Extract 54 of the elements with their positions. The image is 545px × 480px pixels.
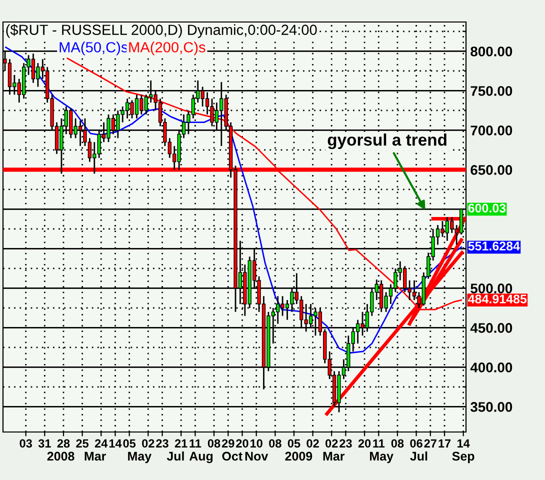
x-tick-label: 21 (174, 439, 188, 448)
x-tick-label: 20 (236, 439, 248, 448)
x-tick-label: 05 (288, 439, 300, 448)
x-tick-label: 20 (358, 439, 371, 448)
y-tick-label: 450.00 (470, 323, 512, 333)
text: MA(200,C)s (129, 42, 206, 56)
y-tick-label: 700.00 (470, 126, 512, 136)
annotation: 484.91485 (468, 294, 527, 304)
y-tick-label: 750.00 (470, 86, 512, 96)
x-tick-label: 17 (438, 439, 451, 448)
chart-title: ($RUT - RUSSELL 2000,D) Dynamic,0:00-24:00 (6, 24, 317, 38)
x2-tick-label: 2009 (285, 452, 312, 461)
x2-tick-label: Mar (323, 452, 345, 461)
x-tick-label: 08 (269, 439, 282, 448)
x2-tick-label: Jul (410, 451, 428, 461)
x2-tick-label: Aug (189, 452, 213, 464)
x-tick-label: 02 (326, 439, 338, 448)
x2-tick-label: Jul (166, 451, 184, 461)
y-tick-label: 350.00 (470, 402, 512, 412)
series-label: MA(50,C)s (60, 42, 128, 56)
x-tick-label: 29 (222, 439, 234, 448)
x-tick-label: 02 (306, 439, 319, 448)
x2-tick-label: Sep (452, 452, 474, 464)
y-tick-label: 800.00 (470, 46, 512, 56)
x2-tick-label: 2008 (47, 452, 74, 461)
y-tick-label: 500.00 (470, 284, 512, 294)
x-tick-label: 05 (123, 439, 136, 448)
x-tick-label: 14 (457, 439, 470, 448)
x-tick-label: 06 (410, 439, 422, 448)
x-tick-label: 23 (340, 439, 352, 448)
x-tick-label: 08 (391, 439, 404, 448)
x2-tick-label: May (370, 452, 394, 464)
x2-tick-label: May (128, 452, 152, 464)
x-tick-label: 25 (76, 439, 89, 448)
annotation: 600.03 (468, 204, 506, 213)
x-tick-label: 03 (20, 439, 32, 448)
annotation: 551.6284 (468, 242, 520, 250)
annotation: gyorsul a trend (328, 133, 446, 150)
x-tick-label: 14 (109, 439, 122, 448)
y-tick-label: 400.00 (470, 362, 512, 372)
x-tick-label: 23 (156, 439, 168, 448)
x2-tick-label: Oct (222, 452, 242, 461)
x-tick-label: 08 (208, 439, 220, 448)
x-tick-label: 11 (373, 439, 385, 448)
y-tick-label: 650.00 (470, 165, 512, 175)
x-tick-label: 24 (94, 439, 108, 448)
x-tick-label: 31 (38, 439, 51, 448)
x-tick-label: 27 (424, 439, 436, 448)
x-tick-label: 28 (57, 439, 70, 448)
x-tick-label: 02 (142, 439, 154, 448)
x-tick-label: 10 (250, 439, 262, 448)
x2-tick-label: Mar (84, 452, 106, 461)
x2-tick-label: Nov (245, 452, 268, 461)
x-tick-label: 11 (190, 439, 202, 448)
